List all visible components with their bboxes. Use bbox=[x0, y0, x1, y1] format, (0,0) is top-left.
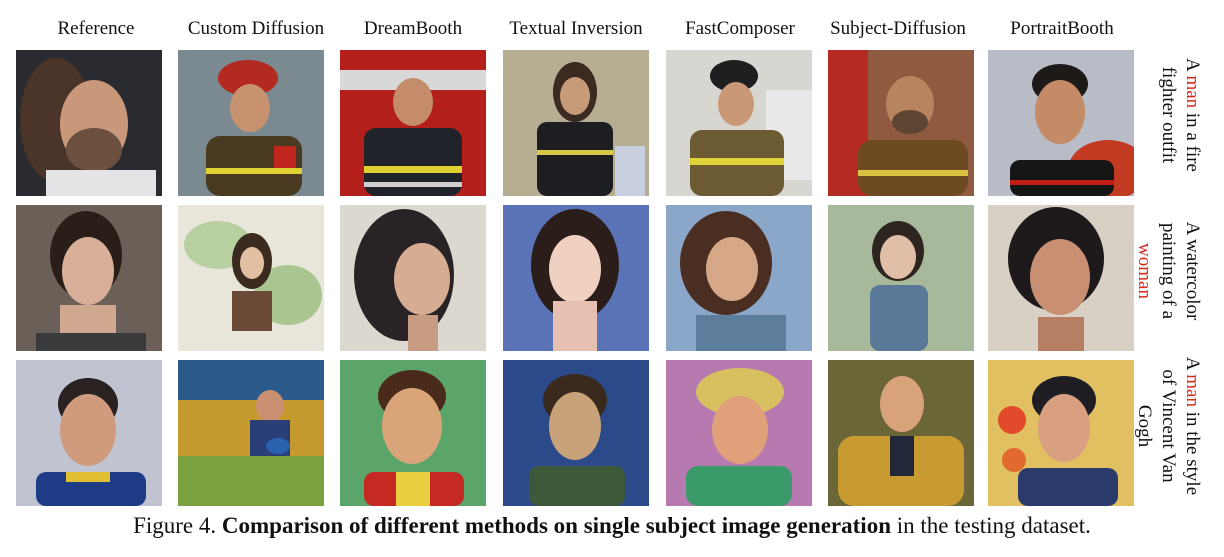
column-header-fastcomposer: FastComposer bbox=[685, 18, 795, 39]
column-header-portraitbooth: PortraitBooth bbox=[1010, 18, 1114, 39]
portrait-image bbox=[828, 50, 974, 196]
portrait-image bbox=[828, 360, 974, 506]
image-custom-diffusion-firefighter bbox=[178, 50, 324, 196]
portrait-image bbox=[16, 205, 162, 351]
caption-suffix: in the testing dataset. bbox=[890, 513, 1091, 538]
prompt-highlight-woman: woman bbox=[1134, 243, 1155, 299]
caption-prefix: Figure 4. bbox=[133, 513, 222, 538]
image-textual-inversion-vangogh bbox=[503, 360, 649, 506]
image-dreambooth-watercolor bbox=[340, 205, 486, 351]
figure-caption: Figure 4. Comparison of different method… bbox=[0, 513, 1224, 539]
column-header-subject-diffusion: Subject-Diffusion bbox=[830, 18, 966, 39]
portrait-image bbox=[988, 360, 1134, 506]
image-reference-man-1 bbox=[16, 50, 162, 196]
image-fastcomposer-firefighter bbox=[666, 50, 812, 196]
image-portraitbooth-watercolor bbox=[988, 205, 1134, 351]
image-textual-inversion-watercolor bbox=[503, 205, 649, 351]
portrait-image bbox=[16, 360, 162, 506]
prompt-highlight-man: man bbox=[1182, 75, 1203, 109]
portrait-image bbox=[178, 205, 324, 351]
prompt-text-pre: A bbox=[1182, 58, 1203, 76]
portrait-image bbox=[666, 360, 812, 506]
image-textual-inversion-firefighter bbox=[503, 50, 649, 196]
portrait-image bbox=[503, 360, 649, 506]
portrait-image bbox=[988, 50, 1134, 196]
image-dreambooth-vangogh bbox=[340, 360, 486, 506]
image-custom-diffusion-vangogh bbox=[178, 360, 324, 506]
prompt-row-2: A watercolor painting of a woman bbox=[1134, 198, 1204, 344]
column-header-custom-diffusion: Custom Diffusion bbox=[187, 18, 325, 39]
prompt-highlight-man: man bbox=[1182, 374, 1203, 407]
portrait-image bbox=[666, 50, 812, 196]
portrait-image bbox=[178, 360, 324, 506]
image-dreambooth-firefighter bbox=[340, 50, 486, 196]
portrait-image bbox=[988, 205, 1134, 351]
column-header-reference: Reference bbox=[57, 18, 135, 39]
portrait-image bbox=[16, 50, 162, 196]
portrait-image bbox=[340, 205, 486, 351]
image-custom-diffusion-watercolor bbox=[178, 205, 324, 351]
column-header-dreambooth: DreamBooth bbox=[363, 18, 463, 39]
image-subject-diffusion-vangogh bbox=[828, 360, 974, 506]
image-portraitbooth-firefighter bbox=[988, 50, 1134, 196]
image-fastcomposer-vangogh bbox=[666, 360, 812, 506]
portrait-image bbox=[178, 50, 324, 196]
portrait-image bbox=[503, 50, 649, 196]
portrait-image bbox=[340, 360, 486, 506]
prompt-row-3: A man in the style of Vincent Van Gogh bbox=[1134, 353, 1204, 499]
portrait-image bbox=[503, 205, 649, 351]
caption-bold: Comparison of different methods on singl… bbox=[221, 513, 891, 538]
image-subject-diffusion-firefighter bbox=[828, 50, 974, 196]
image-fastcomposer-watercolor bbox=[666, 205, 812, 351]
portrait-image bbox=[340, 50, 486, 196]
image-reference-woman bbox=[16, 205, 162, 351]
prompt-text-pre: A watercolor painting of a bbox=[1158, 221, 1203, 321]
prompt-row-1: A man in a fire fighter outfit bbox=[1144, 42, 1204, 188]
image-portraitbooth-vangogh bbox=[988, 360, 1134, 506]
portrait-image bbox=[666, 205, 812, 351]
column-header-textual-inversion: Textual Inversion bbox=[509, 18, 643, 39]
portrait-image bbox=[828, 205, 974, 351]
image-subject-diffusion-watercolor bbox=[828, 205, 974, 351]
prompt-text-pre: A bbox=[1182, 356, 1203, 375]
image-reference-man-2 bbox=[16, 360, 162, 506]
